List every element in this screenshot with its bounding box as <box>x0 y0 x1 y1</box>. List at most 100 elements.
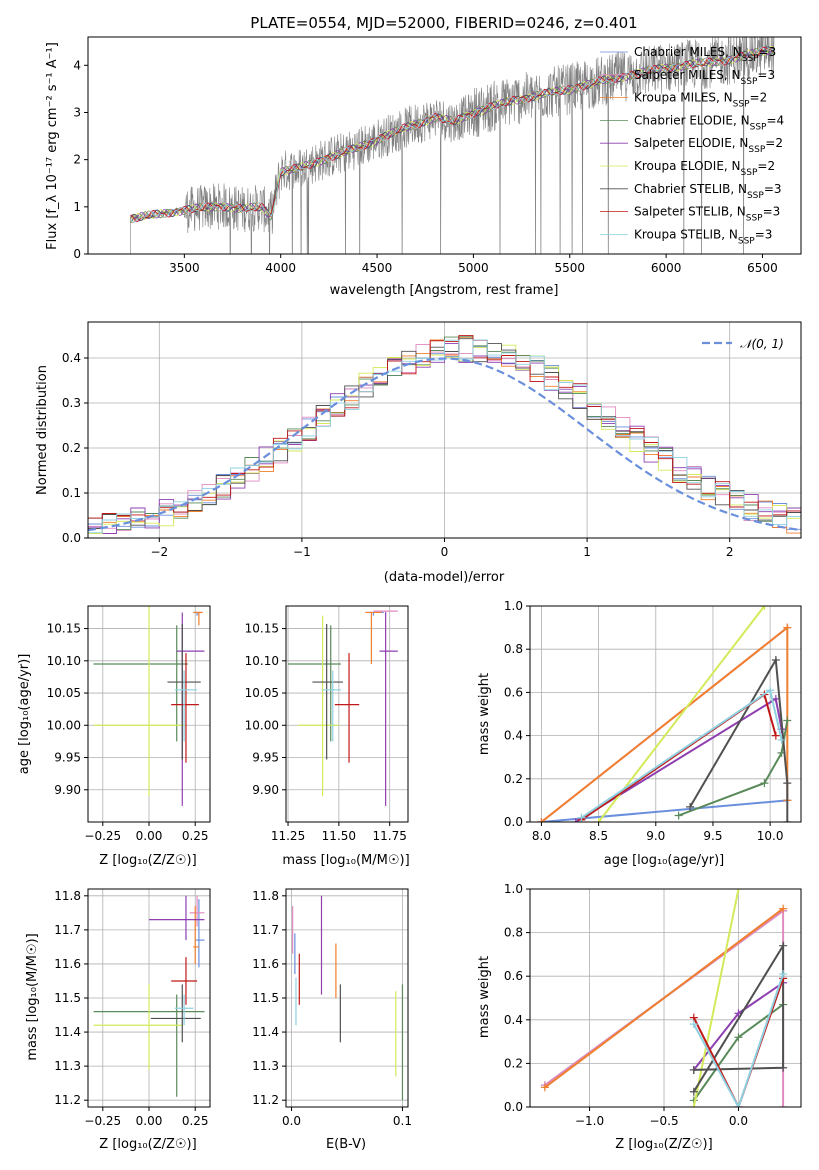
massweight-vs-Z-ytick-label: 1.0 <box>504 882 523 896</box>
massweight-vs-age-marker-chabrier-stelib <box>783 818 792 822</box>
massweight-vs-age-ytick-label: 0.8 <box>504 642 523 656</box>
age-vs-mass-data <box>288 610 398 806</box>
age-vs-Z-xtick-label: 0.00 <box>136 829 163 843</box>
legend-sub: SSP <box>738 236 755 246</box>
mass-vs-ebv-ytick-label: 11.8 <box>252 889 279 903</box>
mass-vs-Z-data <box>93 895 205 1097</box>
mass-vs-extinction-panel: E(B-V) 0.0 0.1 11.2 11.3 11.4 11.5 11.6 11.7 11.… <box>252 888 412 1152</box>
mass-vs-ebv-data <box>292 895 404 1101</box>
age-vs-mass-ytick-label: 10.00 <box>245 718 279 732</box>
massweight-vs-age-line-kroupa-miles <box>540 625 789 822</box>
massweight-vs-age-ytick-label: 1.0 <box>504 599 523 613</box>
legend-entry-chabrier-miles: Chabrier MILES, NSSP=3 <box>634 45 776 64</box>
legend-sub: SSP <box>733 100 750 110</box>
massweight-vs-age-marker-kroupa-miles <box>783 623 792 632</box>
legend-label: Salpeter ELODIE, N <box>634 136 748 150</box>
normal-legend-label: 𝒩(0, 1) <box>740 337 784 351</box>
mass-vs-ebv-ytick-label: 11.3 <box>252 1059 279 1073</box>
massweight-vs-age-marker-kroupa-stelib <box>766 686 775 695</box>
age-vs-mass-ytick-label: 10.10 <box>245 654 279 668</box>
massweight-vs-Z-line-kroupa-stelib <box>692 973 785 1107</box>
mass-vs-Z-ytick-label: 11.8 <box>54 889 81 903</box>
residuals-ytick-label: 0.4 <box>62 351 81 365</box>
residuals-ytick-label: 0.1 <box>62 486 81 500</box>
legend-sub: SSP <box>748 145 765 155</box>
spectrum-xtick-label: 6500 <box>747 261 778 275</box>
age-vs-Z-ytick-label: 10.10 <box>47 654 81 668</box>
massweight-vs-Z-line-kroupa-miles <box>544 907 784 1089</box>
massweight-vs-Z-marker-chabrier-stelib <box>779 1063 788 1072</box>
massweight-vs-Z-data <box>540 889 788 1107</box>
spectrum-xlabel: wavelength [Angstrom, rest frame] <box>330 283 559 298</box>
age-vs-Z-xtick-label: −0.25 <box>84 829 121 843</box>
spectrum-ytick-label: 0 <box>73 247 81 261</box>
age-vs-mass-ytick-label: 9.90 <box>252 783 279 797</box>
normal-curve <box>88 357 801 532</box>
age-vs-metallicity-panel: Z [log₁₀(Z/Z☉)] age [log₁₀(age/yr)] −0.2… <box>17 605 211 868</box>
massweight-vs-Z-marker-chabrier-stelib <box>779 941 788 950</box>
spectrum-ytick-label: 1 <box>73 200 81 214</box>
massweight-vs-age-marker-kroupa-stelib <box>777 735 786 744</box>
mass-weight-vs-metallicity-xlabel: Z [log₁₀(Z/Z☉)] <box>615 1137 712 1152</box>
legend-entry-kroupa-miles: Kroupa MILES, NSSP=2 <box>634 91 767 110</box>
legend-entry-chabrier-stelib: Chabrier STELIB, NSSP=3 <box>634 182 782 201</box>
legend-n: =3 <box>757 68 775 82</box>
massweight-vs-age-marker-chabrier-elodie <box>783 716 792 725</box>
mass-vs-Z-xtick-label: −0.25 <box>84 1114 121 1128</box>
mass-weight-vs-age-ylabel: mass weight <box>477 673 492 755</box>
massweight-vs-Z-marker-kroupa-stelib <box>689 1020 698 1029</box>
spectrum-model-kroupa-stelib <box>130 47 774 223</box>
mass-vs-extinction-xlabel: E(B-V) <box>326 1137 366 1152</box>
mass-vs-ebv-xtick-label: 0.0 <box>282 1114 301 1128</box>
residuals-xtick-label: 0 <box>441 545 449 559</box>
mass-weight-vs-metallicity-panel: Z [log₁₀(Z/Z☉)] mass weight −1.0 −0.5 0.0 0… <box>477 882 802 1152</box>
legend-n: =4 <box>766 113 784 127</box>
massweight-vs-age-marker-chabrier-stelib <box>771 656 780 664</box>
massweight-vs-age-marker-salpeter-stelib <box>771 731 780 740</box>
massweight-vs-Z-ytick-label: 0.0 <box>504 1100 523 1114</box>
age-vs-mass-ytick-label: 9.95 <box>252 751 279 765</box>
legend-sub: SSP <box>746 214 763 224</box>
massweight-vs-Z-marker-salpeter-miles <box>779 1103 788 1107</box>
massweight-vs-age-line-kroupa-stelib <box>580 688 783 819</box>
massweight-vs-Z-marker-kroupa-miles <box>540 1083 549 1092</box>
spectrum-xtick-label: 4000 <box>265 261 296 275</box>
massweight-vs-Z-xtick-label: 0.0 <box>729 1114 748 1128</box>
massweight-vs-age-ytick-label: 0.0 <box>504 815 523 829</box>
massweight-vs-age-frame <box>529 605 802 823</box>
age-vs-mass-ytick-label: 10.15 <box>245 622 279 636</box>
age-vs-mass-xtick-label: 11.75 <box>373 829 407 843</box>
legend-entry-kroupa-stelib: Kroupa STELIB, NSSP=3 <box>634 227 772 246</box>
massweight-vs-age-marker-chabrier-elodie <box>674 811 683 820</box>
massweight-vs-age-line-kroupa-elodie <box>597 606 766 822</box>
legend-n: =3 <box>763 205 781 219</box>
spectrum-xtick-label: 4500 <box>362 261 393 275</box>
spectrum-panel: PLATE=0554, MJD=52000, FIBERID=0246, z=0… <box>45 14 802 298</box>
spectrum-model-chabrier-stelib <box>130 46 774 222</box>
massweight-vs-Z-marker-kroupa-elodie <box>689 1103 698 1107</box>
massweight-vs-age-marker-kroupa-stelib <box>577 813 586 822</box>
spectrum-frame <box>87 36 802 255</box>
massweight-vs-Z-marker-kroupa-miles <box>779 904 788 913</box>
legend-label: Kroupa STELIB, N <box>634 227 738 241</box>
age-vs-metallicity-ylabel: age [log₁₀(age/yr)] <box>17 654 32 775</box>
residuals-xtick-label: 2 <box>726 545 734 559</box>
spectrum-xtick-label: 5500 <box>554 261 585 275</box>
massweight-vs-age-marker-kroupa-elodie <box>760 606 769 610</box>
mass-vs-ebv-xtick-label: 0.1 <box>393 1114 412 1128</box>
age-vs-Z-ytick-label: 10.05 <box>47 686 81 700</box>
legend-label: Salpeter STELIB, N <box>634 205 746 219</box>
massweight-vs-age-ytick-label: 0.2 <box>504 772 523 786</box>
massweight-vs-age-marker-chabrier-elodie <box>760 779 769 788</box>
massweight-vs-age-ytick-label: 0.6 <box>504 685 523 699</box>
age-vs-Z-data <box>93 606 205 806</box>
spectrum-xtick-label: 5000 <box>458 261 489 275</box>
massweight-vs-age-xtick-label: 8.0 <box>532 829 551 843</box>
spectrum-xtick-label: 6000 <box>651 261 682 275</box>
legend-label: Chabrier ELODIE, N <box>634 113 750 127</box>
mass-vs-Z-ytick-label: 11.7 <box>54 923 81 937</box>
legend-entry-salpeter-miles: Salpeter MILES, NSSP=3 <box>634 68 775 87</box>
massweight-vs-Z-ytick-label: 0.6 <box>504 969 523 983</box>
legend-sub: SSP <box>741 168 758 178</box>
mass-vs-ebv-frame <box>285 888 409 1108</box>
